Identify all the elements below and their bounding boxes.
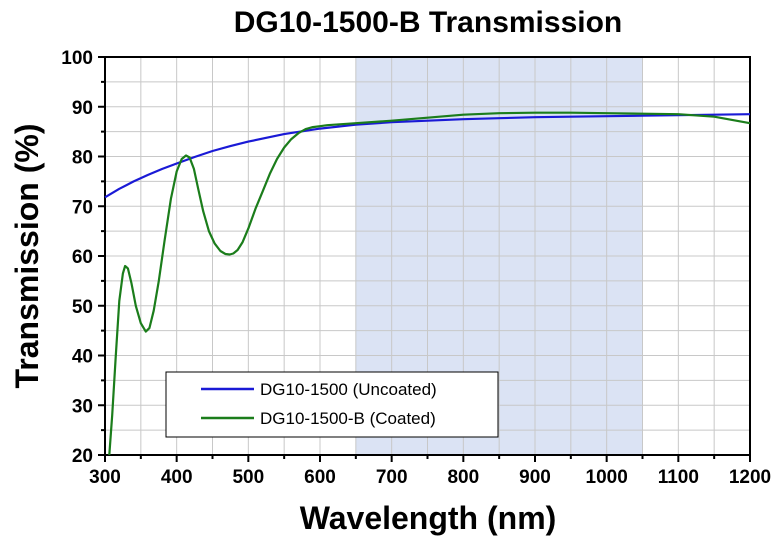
legend-box <box>165 371 499 438</box>
y-axis-label: Transmission (%) <box>9 124 45 389</box>
gridlines <box>105 57 750 455</box>
y-tick-label: 90 <box>72 98 93 119</box>
legend: DG10-1500 (Uncoated) DG10-1500-B (Coated… <box>165 371 499 438</box>
x-tick-label: 1100 <box>658 467 699 488</box>
chart-title: DG10-1500-B Transmission <box>234 6 623 39</box>
x-tick-label: 600 <box>304 467 336 488</box>
x-axis-label: Wavelength (nm) <box>300 500 557 536</box>
series-line-uncoated <box>104 113 751 199</box>
legend-label-coated: DG10-1500-B (Coated) <box>260 409 436 428</box>
series-lines <box>104 111 751 456</box>
x-tick-label: 300 <box>89 467 121 488</box>
y-tick-label: 40 <box>72 347 93 368</box>
x-tick-label: 1000 <box>586 467 628 488</box>
y-tick-label: 70 <box>72 197 93 218</box>
y-tick-label: 100 <box>61 48 93 69</box>
y-tick-label: 50 <box>72 297 93 318</box>
y-tick-label: 80 <box>72 148 93 169</box>
x-tick-label: 500 <box>232 467 264 488</box>
y-tick-label: 30 <box>72 396 93 417</box>
x-tick-label: 900 <box>519 467 551 488</box>
x-tick-label: 700 <box>376 467 408 488</box>
axis-ticks <box>98 56 751 462</box>
series-line-coated <box>108 111 751 456</box>
y-tick-label: 60 <box>72 247 93 268</box>
y-tick-label: 20 <box>72 446 93 467</box>
x-tick-label: 1200 <box>729 467 771 488</box>
x-tick-label: 400 <box>161 467 193 488</box>
axis-tick-labels: 300 400 500 600 700 800 900 1000 1100 1200 20 30 40 5… <box>61 48 771 488</box>
x-tick-label: 800 <box>447 467 479 488</box>
legend-label-uncoated: DG10-1500 (Uncoated) <box>260 380 437 399</box>
